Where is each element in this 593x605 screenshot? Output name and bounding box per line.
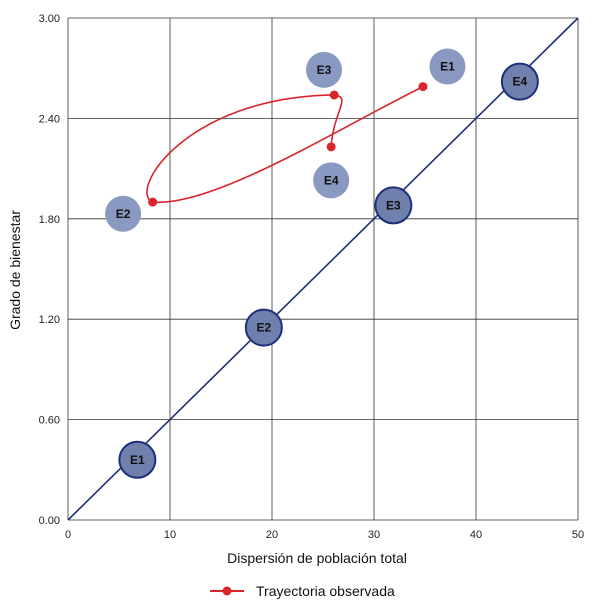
node-diagonal-e4 <box>500 62 539 101</box>
y-tick-label-2: 1.20 <box>39 314 60 326</box>
trajectory-line <box>146 85 424 203</box>
x-tick-label-1: 10 <box>164 529 176 541</box>
legend-label: Trayectoria observada <box>256 583 395 599</box>
node-diagonal-label-e3: E3 <box>386 198 401 212</box>
node-diagonal-label-e4: E4 <box>513 75 528 89</box>
node-diagonal-label-e2: E2 <box>256 321 271 335</box>
x-tick-label-3: 30 <box>368 529 380 541</box>
node-diagonal-e3 <box>374 186 413 225</box>
node-diagonal-label-e1: E1 <box>130 453 145 467</box>
y-tick-label-4: 2.40 <box>39 113 60 125</box>
node-diagonal-e2 <box>244 308 283 347</box>
legend-marker <box>222 586 232 596</box>
y-tick-label-0: 0.00 <box>39 515 60 527</box>
nodes: E1 E2 E3 E4 E1 E2 E3 E4 <box>105 48 539 479</box>
x-tick-label-0: 0 <box>65 529 71 541</box>
trajectory-series <box>146 82 428 207</box>
trajectory-point-3 <box>326 142 336 152</box>
trajectory-point-1 <box>148 197 158 207</box>
y-axis-title: Grado de bienestar <box>7 210 23 330</box>
x-tick-label-5: 50 <box>572 529 584 541</box>
node-plain-label-e1: E1 <box>440 60 455 74</box>
x-tick-label-4: 40 <box>470 529 482 541</box>
reference-diagonal-line <box>67 17 579 521</box>
node-plain-label-e3: E3 <box>317 63 332 77</box>
node-diagonal-e1 <box>118 440 157 479</box>
y-tick-label-1: 0.60 <box>39 415 60 427</box>
node-plain-e2 <box>105 195 142 232</box>
trajectory-point-2 <box>329 90 339 100</box>
node-plain-label-e4: E4 <box>324 173 339 187</box>
trajectory-point-0 <box>418 82 428 92</box>
legend: Trayectoria observada <box>210 583 395 599</box>
node-plain-e1 <box>429 48 466 85</box>
y-tick-label-3: 1.80 <box>39 214 60 226</box>
x-axis-title: Dispersión de población total <box>227 550 407 566</box>
tick-labels: 0 10 20 30 40 50 0.00 0.60 1.20 1.80 2.40 3.00 <box>39 13 585 541</box>
node-plain-e3 <box>306 51 343 88</box>
y-tick-label-5: 3.00 <box>39 13 60 25</box>
x-tick-label-2: 20 <box>266 529 278 541</box>
node-plain-e4 <box>313 162 350 199</box>
node-plain-label-e2: E2 <box>116 207 131 221</box>
